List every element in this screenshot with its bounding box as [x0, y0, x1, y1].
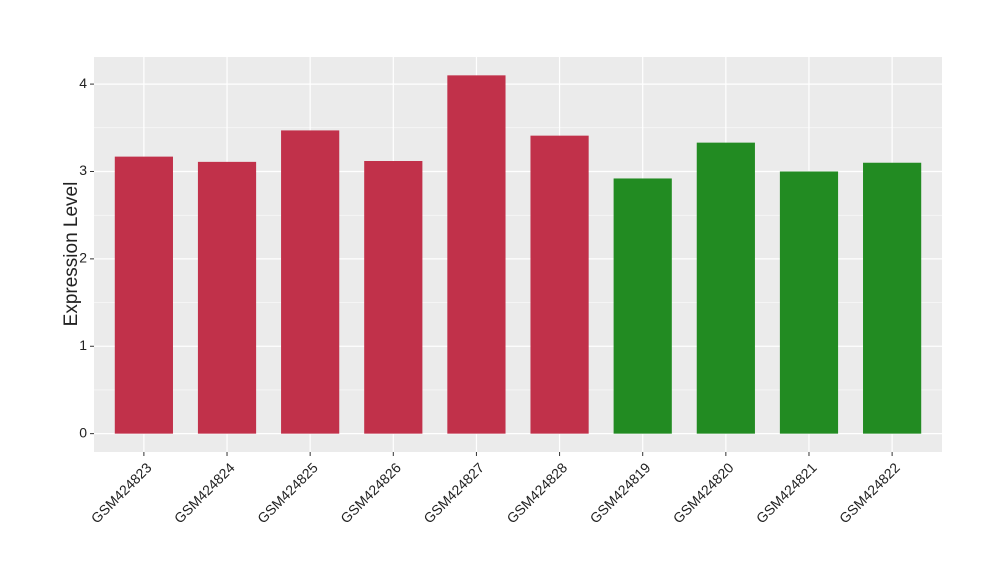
- x-tick-label: GSM424828: [503, 459, 570, 526]
- bar: [863, 162, 922, 434]
- bar: [696, 142, 755, 434]
- bar: [530, 135, 589, 434]
- y-tick-label: 0: [79, 424, 87, 440]
- bar: [447, 75, 506, 434]
- x-tick-label: GSM424822: [836, 459, 903, 526]
- bar: [281, 130, 340, 434]
- bar: [364, 160, 423, 434]
- bar: [197, 161, 257, 434]
- x-tick-label: GSM424820: [670, 459, 737, 526]
- x-tick-label: GSM424824: [171, 459, 238, 526]
- y-tick-label: 2: [79, 250, 87, 266]
- y-tick-label: 4: [79, 75, 87, 91]
- bar: [779, 171, 839, 434]
- x-tick-label: GSM424823: [88, 459, 155, 526]
- x-tick-label: GSM424826: [337, 459, 404, 526]
- x-tick-label: GSM424819: [587, 459, 654, 526]
- bar: [613, 178, 672, 434]
- x-tick-label: GSM424827: [420, 459, 487, 526]
- y-tick-label: 3: [79, 162, 87, 178]
- x-tick-label: GSM424825: [254, 459, 321, 526]
- y-axis-title: Expression Level: [61, 182, 82, 327]
- bar: [114, 156, 173, 434]
- y-tick-label: 1: [79, 337, 87, 353]
- x-tick-label: GSM424821: [753, 459, 820, 526]
